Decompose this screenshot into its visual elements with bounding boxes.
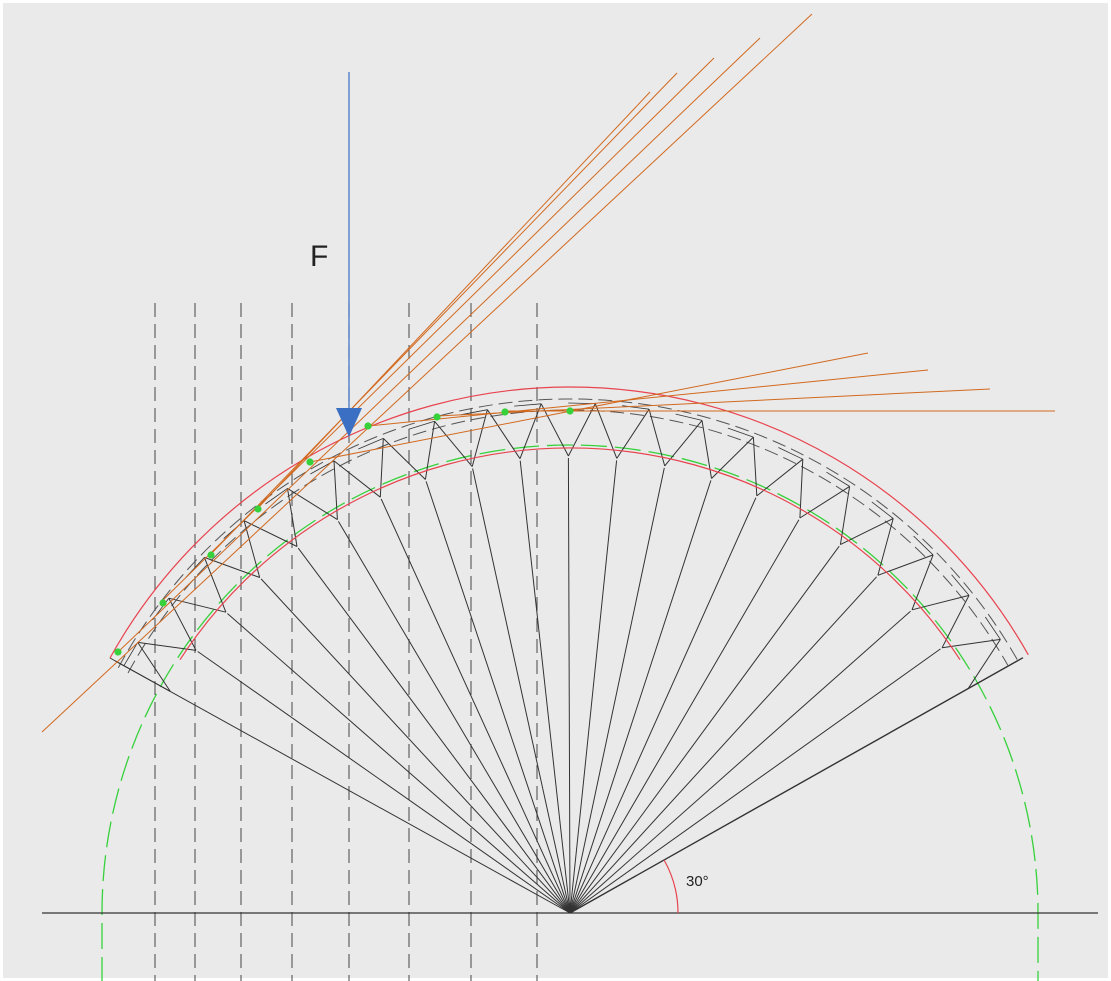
truss-member: [519, 403, 542, 459]
truss-chord: [913, 535, 934, 556]
radial-line: [227, 613, 571, 914]
truss-member: [333, 460, 338, 520]
radial-line: [569, 519, 800, 914]
node-point: [501, 408, 509, 416]
node-point: [566, 407, 574, 415]
truss-member: [711, 436, 754, 479]
node-points: [114, 407, 574, 656]
angle-label: 30°: [686, 873, 709, 890]
node-point: [433, 413, 441, 421]
node-point: [114, 648, 122, 656]
truss-member: [752, 437, 758, 496]
radial-line: [380, 498, 571, 914]
radial-line: [569, 576, 877, 914]
radial-line: [260, 578, 571, 914]
radial-line: [569, 545, 840, 914]
truss-chord: [984, 616, 1001, 640]
truss-member: [567, 403, 596, 457]
inner-red-arc: [179, 447, 961, 661]
radial-line: [114, 660, 571, 914]
truss-chord: [675, 413, 703, 421]
truss-member: [168, 597, 197, 651]
truss-member: [540, 403, 569, 457]
node-point: [254, 505, 262, 513]
truss-member: [137, 642, 171, 692]
drawing-background: [3, 3, 1108, 978]
truss-chord: [778, 447, 803, 460]
truss-member: [942, 638, 1001, 649]
truss-chord: [408, 420, 435, 430]
radial-line: [569, 480, 712, 914]
truss-member: [967, 639, 1001, 689]
truss-member: [137, 641, 197, 651]
radial-line: [569, 610, 911, 914]
radial-line: [297, 547, 571, 914]
truss-member: [616, 408, 650, 459]
truss-chord: [358, 438, 384, 450]
truss-member: [594, 403, 618, 459]
truss-member: [941, 595, 970, 648]
truss-member: [664, 420, 703, 467]
truss-member: [333, 460, 381, 498]
node-point: [207, 551, 215, 559]
truss-chord: [514, 403, 542, 407]
truss-chord: [727, 427, 754, 438]
radial-line: [569, 657, 1024, 914]
truss-member: [434, 420, 473, 467]
truss-end: [109, 657, 171, 692]
construction-circle: [101, 444, 1039, 981]
radial-line: [519, 460, 571, 914]
truss-member: [756, 458, 804, 497]
truss-chord: [123, 642, 139, 666]
node-point: [306, 458, 314, 466]
truss-member: [287, 487, 338, 521]
truss-chord: [871, 501, 894, 519]
radial-line: [425, 481, 571, 914]
truss-member: [701, 420, 712, 479]
truss-chord: [951, 574, 970, 596]
dashed-arc-inner: [127, 409, 1009, 674]
truss-member: [799, 485, 850, 519]
node-point: [364, 422, 372, 430]
radial-line: [567, 457, 571, 914]
truss-member: [168, 597, 227, 613]
truss-chord: [826, 471, 850, 487]
tangent-construction-lines: [41, 13, 1055, 733]
node-point: [159, 599, 167, 607]
construction-line: [309, 352, 869, 463]
truss-member: [287, 488, 298, 547]
construction-line: [367, 369, 929, 427]
radial-line: [569, 648, 941, 914]
radial-line: [569, 460, 618, 914]
radial-lines: [114, 457, 1024, 914]
dashed-arc-outer: [117, 398, 1018, 668]
outer-red-arc: [109, 386, 1029, 659]
radial-line: [337, 521, 571, 914]
radial-line: [569, 467, 665, 914]
construction-line: [257, 91, 651, 509]
radial-line: [472, 468, 571, 914]
truss-member: [799, 459, 804, 519]
construction-line: [41, 13, 813, 733]
truss-chord: [265, 488, 288, 505]
truss-chord: [460, 409, 488, 416]
radial-line: [569, 497, 757, 914]
truss-member: [839, 486, 851, 545]
angle-arc: [663, 859, 679, 914]
construction-line: [117, 37, 761, 653]
truss-member: [486, 409, 521, 459]
radial-line: [197, 651, 571, 914]
construction-line: [159, 57, 715, 604]
truss-member: [471, 409, 488, 467]
force-arrowhead: [336, 408, 362, 437]
truss-member: [382, 438, 426, 480]
force-label: F: [310, 240, 328, 273]
truss-member: [911, 594, 970, 611]
truss-member: [424, 421, 436, 480]
truss-member: [648, 409, 666, 467]
construction-line: [209, 72, 678, 556]
